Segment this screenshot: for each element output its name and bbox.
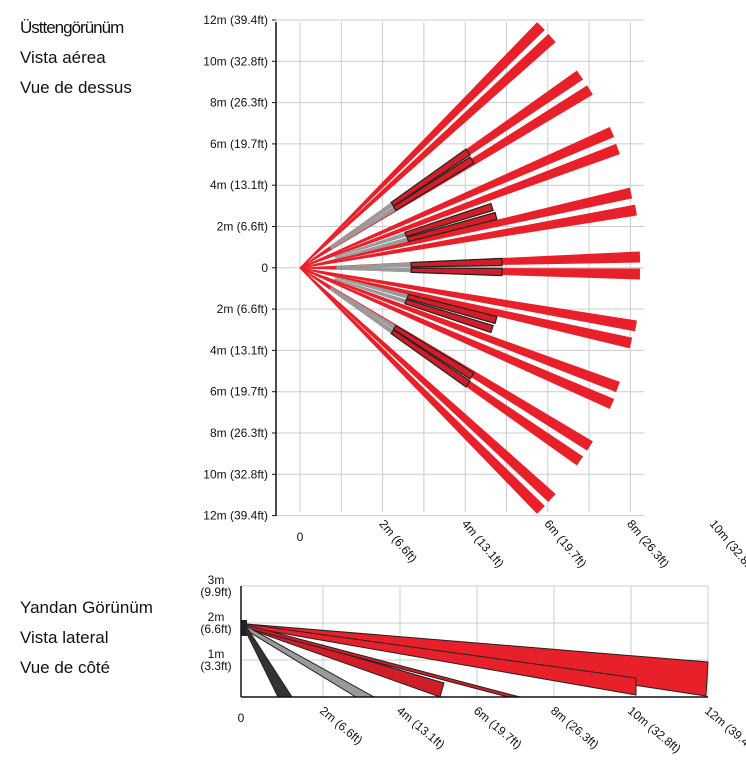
x-tick-label: 6m (19.7ft) — [542, 517, 590, 570]
side-view-y-ticks: 3m(9.9ft) 2m(6.6ft) 1m(3.3ft) — [200, 573, 231, 673]
y-tick-label: 3m — [208, 573, 225, 587]
mid-range-beam — [390, 329, 471, 388]
short-range-zone — [329, 202, 394, 248]
x-tick-label: 10m (32.8ft) — [707, 517, 746, 576]
long-range-beam — [299, 267, 620, 393]
short-range-zone — [334, 232, 407, 258]
y-tick-label: 12m (39.4ft) — [203, 13, 268, 27]
long-range-beam — [299, 267, 615, 410]
mid-range-beam — [406, 211, 498, 243]
long-range-beam — [299, 204, 637, 269]
top-view-x-ticks: 0 2m (6.6ft) 4m (13.1ft) 6m (19.7ft) 8m (26.… — [297, 517, 746, 576]
mid-range-beam — [404, 298, 494, 334]
y-tick-label: 10m (32.8ft) — [203, 54, 268, 68]
mid-range-beam — [410, 267, 503, 277]
side-view-axes — [240, 586, 708, 698]
long-range-beam — [299, 267, 556, 503]
long-range-beam — [299, 143, 620, 269]
x-tick-label: 8m (26.3ft) — [548, 704, 601, 752]
top-view-title-tr: Üsttengörünüm — [20, 18, 124, 37]
x-tick-label: 0 — [238, 711, 245, 725]
y-tick-label: 12m (39.4ft) — [203, 509, 268, 523]
x-tick-label: 8m (26.3ft) — [624, 517, 672, 570]
side-view-title-tr: Yandan Görünüm — [20, 598, 153, 617]
x-tick-label: 2m (6.6ft) — [317, 704, 365, 748]
long-range-beam — [299, 267, 545, 514]
side-view-title-fr: Vue de côté — [20, 658, 111, 677]
y-tick-label: 0 — [261, 261, 268, 275]
top-view-y-ticks: 12m (39.4ft) 10m (32.8ft) 8m (26.3ft) 6m (1… — [203, 13, 276, 523]
short-range-zone — [330, 286, 396, 330]
mid-range-beam — [410, 257, 503, 268]
top-view-title-fr: Vue de dessus — [20, 78, 132, 97]
mid-range-beam — [404, 202, 494, 238]
y-tick-label: 8m (26.3ft) — [210, 426, 268, 440]
top-view-beams — [299, 22, 641, 514]
y-tick-label: (3.3ft) — [200, 659, 231, 673]
y-tick-label: 6m (19.7ft) — [210, 137, 268, 151]
y-tick-label: 4m (13.1ft) — [210, 178, 268, 192]
short-range-zone — [330, 206, 396, 250]
y-tick-label: 6m (19.7ft) — [210, 385, 268, 399]
x-tick-label: 12m (39.4ft) — [702, 704, 746, 756]
side-view-x-ticks: 0 2m (6.6ft) 4m (13.1ft) 6m (19.7ft) 8m (26.… — [238, 704, 746, 756]
sensor-mount — [241, 620, 247, 636]
side-view-title-es: Vista lateral — [20, 628, 109, 647]
mid-range-beam — [390, 148, 471, 207]
y-tick-label: 8m (26.3ft) — [210, 96, 268, 110]
y-tick-label: 10m (32.8ft) — [203, 467, 268, 481]
y-tick-label: 1m — [208, 647, 225, 661]
short-range-zone — [335, 276, 409, 299]
mid-range-beam — [406, 293, 498, 325]
short-range-zone — [335, 237, 409, 260]
y-tick-label: 4m (13.1ft) — [210, 343, 268, 357]
y-tick-label: (9.9ft) — [200, 585, 231, 599]
long-range-beam — [299, 187, 633, 269]
x-tick-label: 2m (6.6ft) — [376, 517, 420, 565]
short-range-zone — [336, 267, 412, 273]
short-range-zone — [336, 262, 412, 268]
top-view-titles: Üsttengörünüm Vista aérea Vue de dessus — [20, 13, 132, 103]
side-view-titles: Yandan Görünüm Vista lateral Vue de côté — [20, 593, 153, 683]
long-range-beam — [299, 267, 637, 332]
y-tick-label: 2m (6.6ft) — [217, 302, 268, 316]
short-range-zone — [329, 288, 394, 334]
y-tick-label: (6.6ft) — [200, 622, 231, 636]
mid-range-beam — [392, 156, 475, 212]
x-tick-label: 6m (19.7ft) — [471, 704, 524, 752]
y-tick-label: 2m (6.6ft) — [217, 220, 268, 234]
x-tick-label: 4m (13.1ft) — [459, 517, 507, 570]
x-tick-label: 10m (32.8ft) — [625, 704, 684, 756]
long-range-beam — [299, 33, 556, 269]
side-view-beams — [241, 620, 709, 698]
long-range-beam — [299, 267, 633, 349]
long-range-beam — [299, 126, 615, 269]
x-tick-label: 4m (13.1ft) — [394, 704, 447, 752]
x-tick-label: 0 — [297, 530, 304, 544]
long-range-beam — [299, 22, 545, 269]
y-tick-label: 2m — [208, 610, 225, 624]
short-range-zone — [334, 278, 407, 304]
mid-range-beam — [392, 324, 475, 380]
top-view-title-es: Vista aérea — [20, 48, 106, 67]
